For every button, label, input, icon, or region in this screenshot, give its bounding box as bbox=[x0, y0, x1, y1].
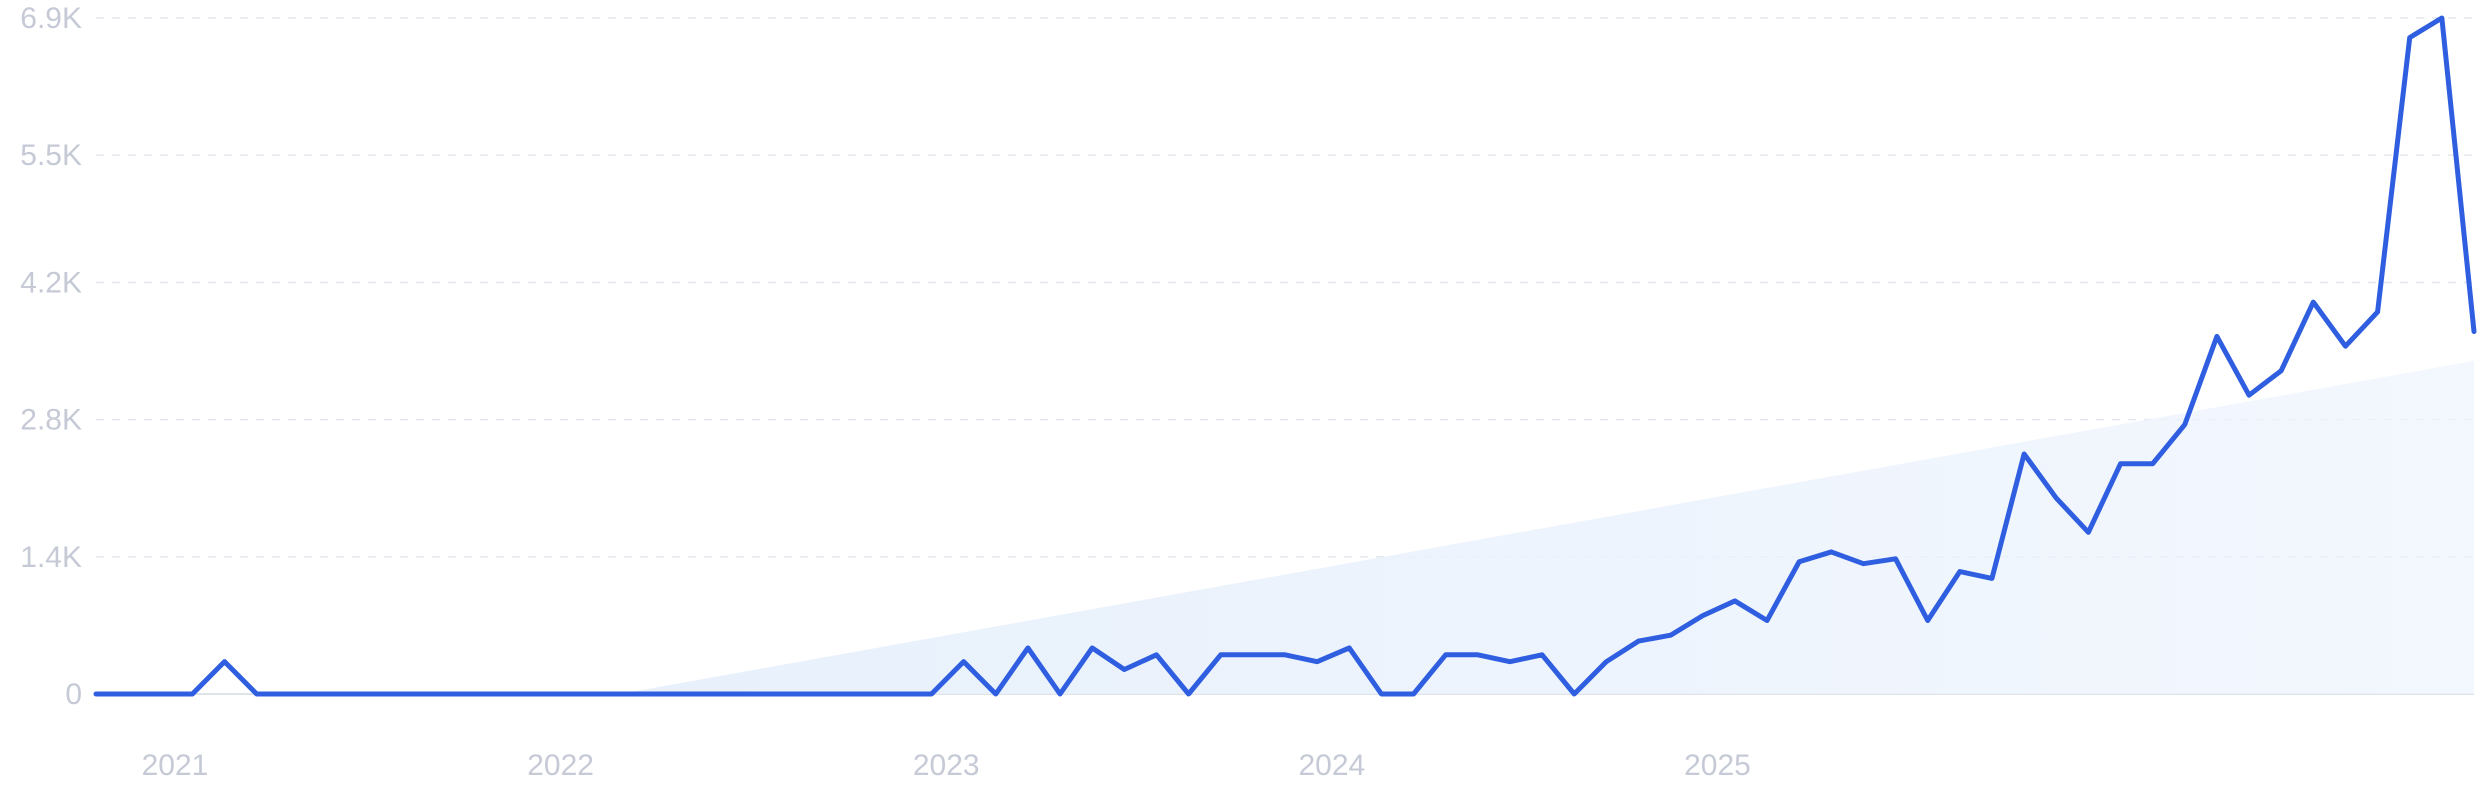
y-tick-label: 5.5K bbox=[20, 139, 82, 172]
data-point bbox=[479, 692, 484, 697]
data-point bbox=[800, 692, 805, 697]
data-point bbox=[126, 692, 131, 697]
data-point bbox=[2214, 334, 2219, 339]
data-point bbox=[1507, 659, 1512, 664]
data-point bbox=[1379, 692, 1384, 697]
data-point bbox=[1765, 618, 1770, 623]
data-point bbox=[1218, 652, 1223, 657]
data-point bbox=[2150, 461, 2155, 466]
data-point bbox=[286, 692, 291, 697]
data-point bbox=[222, 659, 227, 664]
x-tick-label: 2023 bbox=[913, 749, 980, 782]
data-point bbox=[1090, 645, 1095, 650]
data-point bbox=[2182, 422, 2187, 427]
data-point bbox=[383, 692, 388, 697]
data-point bbox=[543, 692, 548, 697]
data-point bbox=[1797, 559, 1802, 564]
x-tick-label: 2025 bbox=[1684, 749, 1751, 782]
data-point bbox=[1700, 613, 1705, 618]
trend-area-layer bbox=[620, 360, 2474, 694]
data-point bbox=[897, 692, 902, 697]
data-point bbox=[2118, 461, 2123, 466]
data-point bbox=[94, 692, 99, 697]
y-tick-label: 0 bbox=[65, 678, 82, 711]
data-point bbox=[2311, 300, 2316, 305]
data-point bbox=[1283, 652, 1288, 657]
data-point bbox=[1347, 645, 1352, 650]
data-point bbox=[1604, 659, 1609, 664]
x-tick-label: 2022 bbox=[527, 749, 594, 782]
data-point bbox=[2472, 329, 2477, 334]
data-point bbox=[2407, 35, 2412, 40]
data-point bbox=[2439, 16, 2444, 21]
data-point bbox=[1829, 549, 1834, 554]
data-point bbox=[865, 692, 870, 697]
data-point bbox=[1250, 652, 1255, 657]
data-point bbox=[704, 692, 709, 697]
data-point bbox=[1540, 652, 1545, 657]
data-point bbox=[1443, 652, 1448, 657]
data-point bbox=[1475, 652, 1480, 657]
data-point bbox=[929, 692, 934, 697]
data-point bbox=[158, 692, 163, 697]
data-point bbox=[2086, 530, 2091, 535]
data-point bbox=[1122, 667, 1127, 672]
data-point bbox=[1025, 645, 1030, 650]
data-point bbox=[608, 692, 613, 697]
y-tick-label: 4.2K bbox=[20, 267, 82, 300]
data-point bbox=[351, 692, 356, 697]
data-point bbox=[2247, 393, 2252, 398]
data-point bbox=[1668, 633, 1673, 638]
data-point bbox=[768, 692, 773, 697]
data-point bbox=[640, 692, 645, 697]
data-point bbox=[1957, 569, 1962, 574]
data-point bbox=[2022, 451, 2027, 456]
data-point bbox=[961, 659, 966, 664]
data-point bbox=[1893, 556, 1898, 561]
data-point bbox=[1154, 652, 1159, 657]
data-point bbox=[736, 692, 741, 697]
y-tick-label: 6.9K bbox=[20, 2, 82, 35]
y-tick-label: 1.4K bbox=[20, 541, 82, 574]
data-point bbox=[1058, 692, 1063, 697]
data-point bbox=[254, 692, 259, 697]
data-point bbox=[190, 692, 195, 697]
y-axis: 0 1.4K 2.8K 4.2K 5.5K 6.9K bbox=[20, 2, 82, 711]
y-tick-label: 2.8K bbox=[20, 404, 82, 437]
data-point bbox=[1989, 576, 1994, 581]
x-tick-label: 2021 bbox=[142, 749, 209, 782]
data-point bbox=[672, 692, 677, 697]
data-point bbox=[1315, 659, 1320, 664]
data-point bbox=[2279, 368, 2284, 373]
data-point bbox=[1636, 639, 1641, 644]
data-point bbox=[415, 692, 420, 697]
data-point bbox=[447, 692, 452, 697]
trend-area bbox=[620, 360, 2474, 694]
x-tick-label: 2024 bbox=[1298, 749, 1365, 782]
data-point bbox=[511, 692, 516, 697]
data-point bbox=[1411, 692, 1416, 697]
data-point bbox=[576, 692, 581, 697]
data-point bbox=[2054, 496, 2059, 501]
data-point bbox=[1572, 692, 1577, 697]
data-point bbox=[318, 692, 323, 697]
series-line-layer bbox=[93, 15, 2477, 697]
data-point bbox=[833, 692, 838, 697]
x-axis: 2021 2022 2023 2024 2025 bbox=[142, 749, 1751, 782]
data-point bbox=[1925, 618, 1930, 623]
data-point bbox=[1186, 692, 1191, 697]
data-point bbox=[2375, 309, 2380, 314]
series-line bbox=[93, 15, 2477, 697]
data-point bbox=[1732, 598, 1737, 603]
data-point bbox=[1861, 561, 1866, 566]
data-point bbox=[993, 692, 998, 697]
data-point bbox=[2343, 344, 2348, 349]
